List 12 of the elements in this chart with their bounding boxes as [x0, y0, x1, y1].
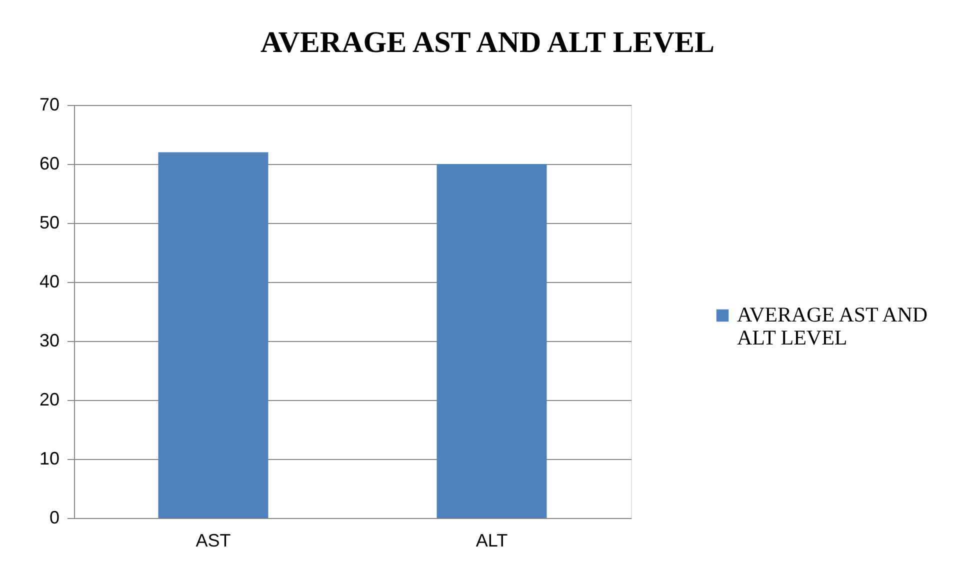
chart-title: AVERAGE AST AND ALT LEVEL — [260, 26, 715, 59]
y-tick-label: 20 — [39, 390, 60, 410]
y-tick-label: 0 — [49, 508, 60, 528]
y-tick-label: 30 — [39, 330, 60, 350]
legend-label: AVERAGE AST AND ALT LEVEL — [737, 302, 928, 350]
y-tick-label: 60 — [39, 154, 60, 174]
y-tick-label: 40 — [39, 272, 60, 292]
x-tick-label: ALT — [476, 530, 508, 550]
y-tick-label: 70 — [39, 94, 60, 114]
y-tick-label: 10 — [39, 448, 60, 468]
y-tick-label: 50 — [39, 212, 60, 232]
x-tick-label: AST — [196, 530, 231, 550]
